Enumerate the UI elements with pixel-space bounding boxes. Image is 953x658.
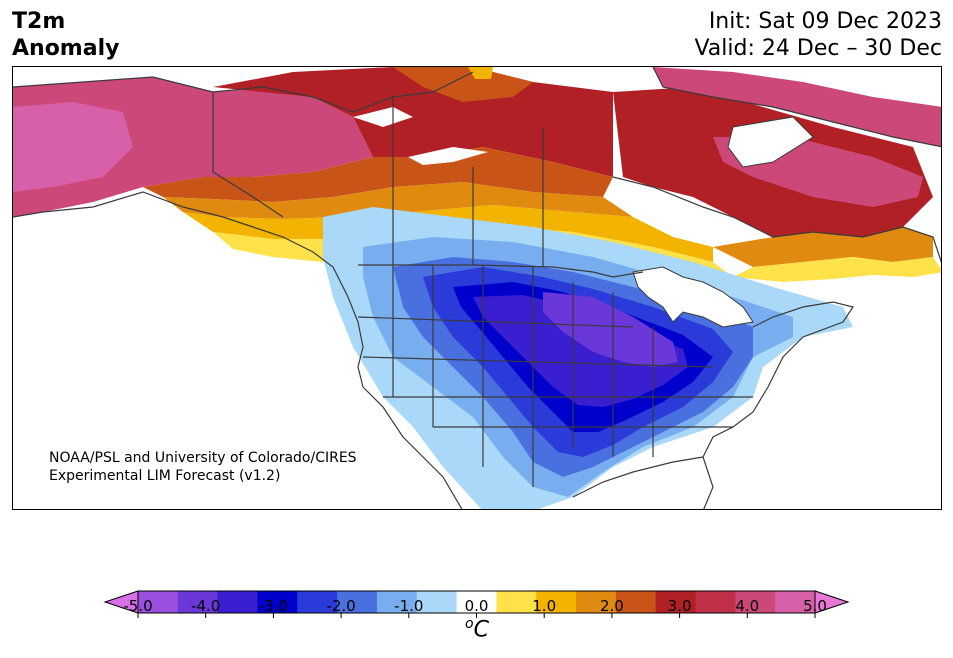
colorbar-tick-label: 4.0 — [735, 597, 760, 615]
colorbar-swatch — [217, 591, 258, 613]
us-canada-border — [358, 264, 644, 278]
map-svg — [13, 67, 941, 509]
arctic-coast — [13, 71, 474, 113]
colorbar-swatch — [615, 591, 657, 613]
colorbar-unit: oC — [465, 616, 489, 642]
great-lakes — [632, 266, 754, 328]
warm-anomaly-field — [13, 67, 941, 282]
colorbar-swatch — [576, 591, 617, 613]
colorbar-swatch — [655, 591, 697, 613]
cold-core — [543, 292, 678, 367]
colorbar-swatch — [735, 591, 776, 613]
lake-mid — [408, 147, 488, 165]
east-canada-yellow — [733, 257, 941, 282]
colorbar-tick-label: -1.0 — [394, 597, 424, 615]
north-canada-top-yellow — [468, 67, 493, 79]
colorbar-tick-label: 2.0 — [599, 597, 624, 615]
map-title: T2m Anomaly — [12, 8, 119, 62]
credit-text: NOAA/PSL and University of Colorado/CIRE… — [49, 449, 357, 485]
credit-line-1: NOAA/PSL and University of Colorado/CIRE… — [49, 450, 357, 466]
baja-water — [373, 397, 482, 509]
unit-letter: C — [473, 617, 489, 643]
colorbar-swatch — [337, 591, 378, 613]
forecast-dates: Init: Sat 09 Dec 2023 Valid: 24 Dec – 30… — [694, 8, 942, 62]
canada-orange-1 — [143, 147, 613, 202]
colorbar-swatch — [177, 591, 219, 613]
canada-yellow-1 — [183, 205, 713, 262]
valid-range: Valid: 24 Dec – 30 Dec — [694, 36, 942, 61]
coastline-west — [13, 191, 463, 509]
colorbar-tick-label: 0.0 — [464, 597, 489, 615]
colorbar-tick-label: 1.0 — [532, 597, 557, 615]
coastline-east — [702, 301, 854, 509]
alaska-border — [212, 171, 284, 218]
anomaly-map — [12, 66, 942, 510]
colorbar-tick-label: -3.0 — [258, 597, 289, 615]
colorbar-tick-label: -4.0 — [191, 597, 221, 615]
colorbar-tick-label: -5.0 — [123, 597, 153, 615]
colorbar-ticks — [137, 613, 816, 618]
lake-north — [353, 107, 413, 127]
unit-degree: o — [465, 616, 474, 632]
east-canada-orange — [713, 227, 933, 267]
northeast-pink — [653, 67, 941, 147]
colorbar-tick-label: 3.0 — [667, 597, 692, 615]
colorbar-swatch — [695, 591, 736, 613]
water-bodies — [353, 107, 814, 509]
state-line-h1 — [357, 316, 634, 328]
colorbar-swatch — [496, 591, 537, 613]
alaska-core — [13, 102, 133, 192]
north-islands — [652, 67, 941, 148]
init-date: Init: Sat 09 Dec 2023 — [708, 9, 942, 34]
colorbar-swatch — [775, 591, 816, 613]
colorbar-swatch — [456, 591, 497, 613]
colorbar-swatch — [376, 591, 418, 613]
colorbar-tick-label: 5.0 — [803, 597, 827, 615]
gulf-coast — [572, 456, 704, 498]
colorbar-swatches — [138, 591, 816, 613]
colorbar-swatch — [536, 591, 577, 613]
colorbar-swatch — [297, 591, 338, 613]
colorbar-swatch — [257, 591, 298, 613]
title-line-2: Anomaly — [12, 36, 120, 61]
colorbar-swatch — [138, 591, 179, 613]
colorbar-tick-label: -2.0 — [326, 597, 356, 615]
state-line-h2 — [362, 356, 714, 368]
colorbar-swatch — [416, 591, 458, 613]
colorbar — [103, 590, 850, 618]
quebec-coast — [612, 176, 941, 263]
title-line-1: T2m — [12, 9, 66, 34]
credit-line-2: Experimental LIM Forecast (v1.2) — [49, 468, 281, 484]
canada-orange-2 — [163, 182, 633, 219]
north-canada-top-orange — [393, 67, 533, 102]
borders — [13, 67, 941, 509]
hudson-region — [727, 116, 814, 168]
